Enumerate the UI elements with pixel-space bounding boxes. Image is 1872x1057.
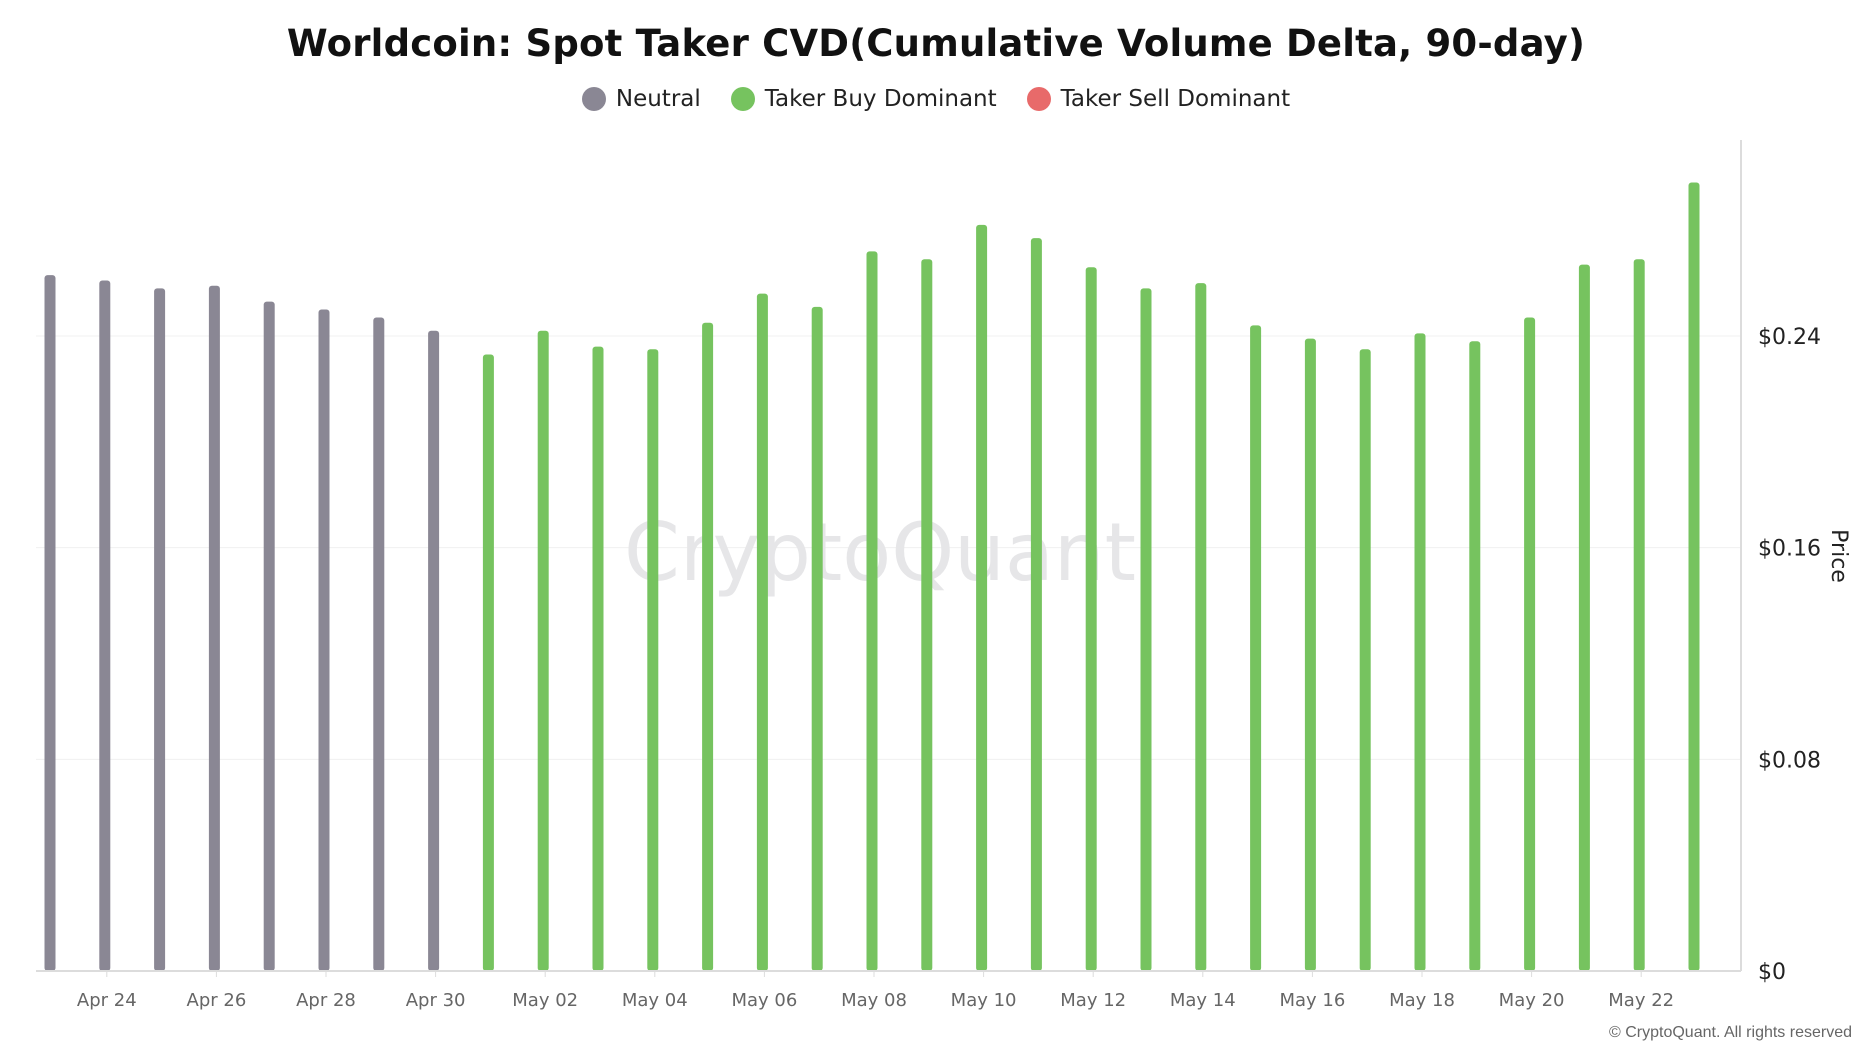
x-tick-label: Apr 28 (296, 990, 356, 1011)
x-tick-label: May 08 (841, 990, 907, 1011)
y-tick-label: $0.08 (1758, 748, 1821, 773)
x-tick-label: May 10 (951, 990, 1017, 1011)
bar-may-07[interactable] (811, 306, 823, 971)
bar-may-14[interactable] (1195, 283, 1207, 971)
bar-apr-30[interactable] (428, 330, 440, 971)
bar-may-19[interactable] (1469, 341, 1481, 972)
legend-item-taker-sell[interactable]: Taker Sell Dominant (1026, 86, 1291, 112)
legend-item-taker-buy[interactable]: Taker Buy Dominant (730, 86, 997, 112)
bar-apr-29[interactable] (373, 317, 385, 972)
bar-apr-25[interactable] (154, 288, 166, 971)
x-tick-label: Apr 26 (187, 990, 247, 1011)
y-tick-label: $0.16 (1758, 537, 1821, 562)
bar-may-12[interactable] (1085, 267, 1097, 971)
bar-may-10[interactable] (976, 224, 988, 971)
legend: Neutral Taker Buy Dominant Taker Sell Do… (0, 86, 1872, 112)
x-tick-label: May 22 (1608, 990, 1674, 1011)
bar-apr-27[interactable] (263, 301, 275, 972)
legend-label-taker-sell: Taker Sell Dominant (1060, 86, 1291, 112)
bar-may-16[interactable] (1304, 338, 1316, 971)
bar-may-15[interactable] (1250, 325, 1262, 972)
bar-apr-26[interactable] (208, 285, 220, 972)
y-axis: $0 $0.08 $0.16 $0.24 (36, 140, 1821, 985)
bar-may-20[interactable] (1524, 317, 1536, 972)
x-tick-label: May 16 (1279, 990, 1345, 1011)
legend-label-taker-buy: Taker Buy Dominant (764, 86, 997, 112)
legend-dot-sell-icon (1026, 87, 1051, 111)
bar-may-11[interactable] (1030, 238, 1042, 971)
bar-may-18[interactable] (1414, 333, 1426, 972)
x-tick-label: May 18 (1389, 990, 1455, 1011)
bar-may-09[interactable] (921, 259, 933, 971)
bars (44, 182, 1700, 972)
bar-may-02[interactable] (537, 330, 549, 971)
x-tick-label: May 20 (1499, 990, 1565, 1011)
x-axis: Apr 24 Apr 26 Apr 28 Apr 30 May 02 May 04 May … (77, 971, 1674, 1011)
legend-dot-buy-icon (730, 87, 755, 111)
x-tick-label: Apr 30 (406, 990, 466, 1011)
x-tick-label: May 12 (1060, 990, 1126, 1011)
bar-may-21[interactable] (1578, 264, 1590, 971)
bar-may-08[interactable] (866, 251, 878, 972)
x-tick-label: Apr 24 (77, 990, 137, 1011)
chart-title: Worldcoin: Spot Taker CVD(Cumulative Vol… (286, 22, 1586, 65)
bar-apr-28[interactable] (318, 309, 330, 972)
legend-dot-neutral-icon (581, 87, 606, 111)
bar-may-06[interactable] (756, 293, 768, 972)
copyright: © CryptoQuant. All rights reserved (1609, 1024, 1852, 1041)
y-tick-label: $0 (1758, 960, 1786, 985)
bar-may-22[interactable] (1633, 259, 1645, 971)
bar-apr-24[interactable] (99, 280, 111, 971)
y-axis-label: Price (1826, 529, 1851, 583)
bar-may-23[interactable] (1688, 182, 1700, 971)
watermark: CryptoQuant (624, 506, 1136, 599)
bar-apr-23[interactable] (44, 275, 56, 971)
bar-may-17[interactable] (1359, 349, 1371, 972)
x-tick-label: May 06 (731, 990, 797, 1011)
x-tick-label: May 04 (622, 990, 688, 1011)
bar-may-03[interactable] (592, 346, 604, 971)
bar-may-01[interactable] (482, 354, 494, 971)
y-tick-label: $0.24 (1758, 325, 1821, 350)
bar-may-04[interactable] (647, 349, 659, 972)
legend-label-neutral: Neutral (615, 86, 701, 112)
x-tick-label: May 02 (512, 990, 578, 1011)
x-tick-label: May 14 (1170, 990, 1236, 1011)
bar-may-05[interactable] (702, 322, 714, 971)
legend-item-neutral[interactable]: Neutral (581, 86, 701, 112)
bar-may-13[interactable] (1140, 288, 1152, 971)
